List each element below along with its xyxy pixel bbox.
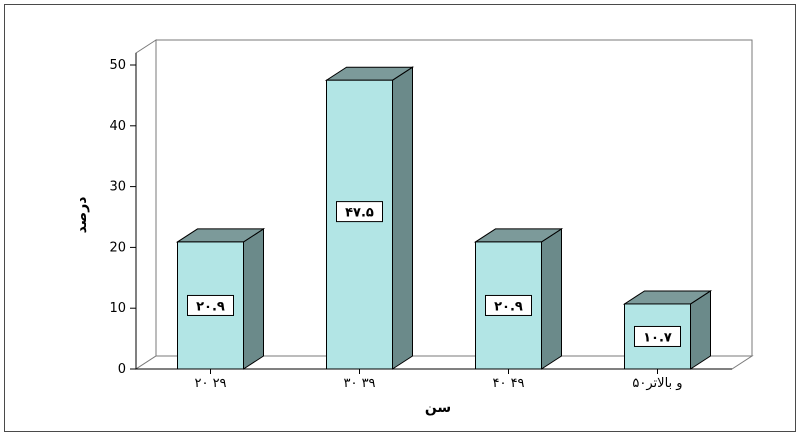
y-tick-label: 10 [109, 301, 126, 316]
data-label-box [634, 325, 681, 347]
data-label-box [336, 201, 383, 223]
y-tick-label: 30 [109, 180, 126, 195]
x-axis-label: سن [425, 400, 451, 416]
x-tick-label: ۳۰ ۳۹ [343, 376, 375, 391]
bar-side [243, 228, 264, 370]
bars: ۲۰.۹ ۴۷.۵ ۲۰.۹ ۱۰.۷ [175, 66, 713, 370]
x-axis: ۲۰ ۲۹ ۳۰ ۳۹ ۴۰ ۴۹ ۵۰و بالاتر [136, 368, 732, 391]
x-tick-label: ۲۰ ۲۹ [194, 376, 226, 391]
y-tick-label: 0 [118, 362, 126, 377]
y-tick-label: 50 [109, 58, 126, 73]
data-label-box [485, 294, 532, 316]
data-label: ۲۰.۹ [196, 299, 225, 314]
x-tick-label: ۵۰و بالاتر [632, 376, 682, 391]
chart-frame [4, 4, 796, 432]
bar-front [326, 79, 393, 370]
left-wall [135, 39, 157, 370]
y-axis: 0 10 20 30 40 50 [109, 53, 137, 377]
y-axis-label: درصد [74, 197, 90, 234]
bar: ۱۰.۷ [622, 290, 713, 370]
y-tick-label: 40 [109, 119, 126, 134]
bar-side [690, 290, 711, 370]
x-tick-label: ۴۰ ۴۹ [492, 376, 524, 391]
data-label: ۴۷.۵ [345, 206, 374, 221]
data-label: ۲۰.۹ [494, 299, 523, 314]
bar-side [541, 228, 562, 370]
bar-side [392, 66, 413, 370]
data-label-box [187, 294, 234, 316]
bar: ۲۰.۹ [175, 228, 266, 370]
bar: ۲۰.۹ [473, 228, 564, 370]
y-tick-label: 20 [109, 240, 126, 255]
data-label: ۱۰.۷ [643, 330, 672, 345]
bar: ۴۷.۵ [324, 66, 415, 370]
